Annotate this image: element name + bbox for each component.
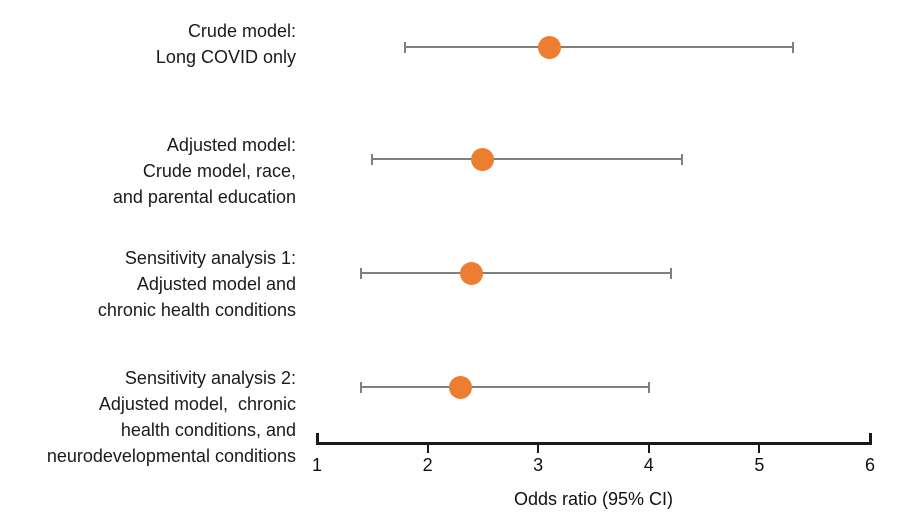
odds-ratio-marker: [537, 35, 561, 59]
x-axis-tick-label: 1: [311, 455, 322, 475]
ci-cap-high: [680, 154, 683, 165]
ci-cap-low: [404, 42, 407, 53]
ci-cap-low: [360, 382, 363, 393]
ci-cap-high: [791, 42, 794, 53]
row-label: Sensitivity analysis 1: Adjusted model a…: [97, 248, 296, 320]
ci-line: [361, 386, 649, 388]
ci-line: [372, 158, 682, 160]
x-axis-tick: [537, 445, 540, 453]
ci-cap-low: [360, 268, 363, 279]
x-axis-tick-label: 5: [754, 455, 765, 475]
ci-line: [405, 46, 793, 48]
ci-cap-high: [669, 268, 672, 279]
row-label: Sensitivity analysis 2: Adjusted model, …: [46, 368, 296, 466]
x-axis-tick-label: 2: [422, 455, 433, 475]
x-axis-tick: [758, 445, 761, 453]
x-axis-endcap-left: [315, 433, 319, 445]
x-axis-tick: [647, 445, 650, 453]
row-label: Adjusted model: Crude model, race, and p…: [112, 135, 296, 207]
odds-ratio-marker: [471, 147, 495, 171]
x-axis-tick-label: 6: [864, 455, 875, 475]
odds-ratio-marker: [449, 375, 473, 399]
x-axis-tick-label: 3: [533, 455, 544, 475]
x-axis-endcap-right: [868, 433, 872, 445]
ci-cap-low: [371, 154, 374, 165]
x-axis-title: Odds ratio (95% CI): [513, 489, 674, 509]
ci-line: [361, 272, 671, 274]
odds-ratio-marker: [460, 261, 484, 285]
row-label: Crude model: Long COVID only: [155, 21, 296, 67]
x-axis-tick-label: 4: [643, 455, 654, 475]
ci-cap-high: [647, 382, 650, 393]
x-axis-line: [316, 442, 871, 445]
x-axis-tick: [426, 445, 429, 453]
